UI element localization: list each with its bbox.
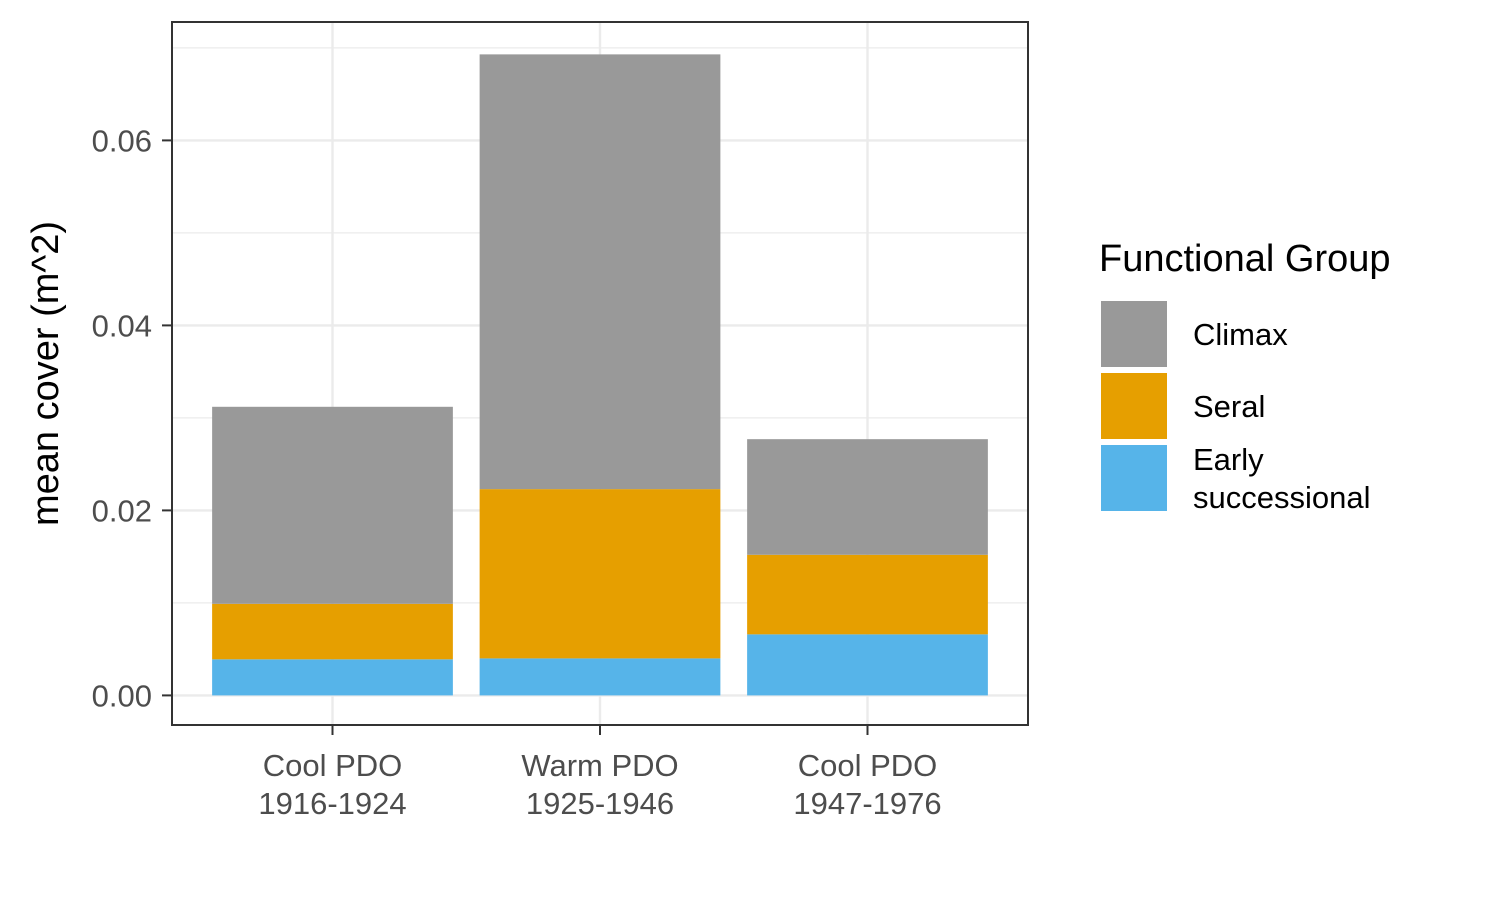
y-tick-label: 0.00 bbox=[92, 678, 152, 713]
x-tick-label: Cool PDO 1947-1976 bbox=[793, 748, 941, 821]
bars bbox=[212, 54, 988, 696]
legend-label: Climax bbox=[1193, 317, 1288, 352]
legend-key-climax bbox=[1101, 301, 1167, 367]
y-tick-label: 0.04 bbox=[92, 308, 152, 343]
y-axis-title: mean cover (m^2) bbox=[25, 221, 67, 526]
y-axis: 0.00 0.02 0.04 0.06 bbox=[92, 123, 172, 713]
x-tick-label: Cool PDO 1916-1924 bbox=[258, 748, 406, 821]
bar-seral bbox=[747, 554, 988, 635]
y-tick-label: 0.06 bbox=[92, 123, 152, 158]
legend-key-seral bbox=[1101, 373, 1167, 439]
bar-climax bbox=[479, 54, 721, 490]
legend-key-early-successional bbox=[1101, 445, 1167, 511]
legend-title: Functional Group bbox=[1099, 238, 1391, 280]
bar-early-successional bbox=[479, 658, 721, 696]
bar-climax bbox=[212, 406, 453, 604]
bar-seral bbox=[479, 489, 721, 659]
legend: Functional Group Climax Seral Early success… bbox=[1099, 238, 1391, 515]
x-axis: Cool PDO 1916-1924 Warm PDO 1925-1946 Cool P… bbox=[258, 725, 942, 821]
y-tick-label: 0.02 bbox=[92, 493, 152, 528]
bar-climax bbox=[747, 439, 988, 555]
bar-early-successional bbox=[212, 659, 453, 696]
bar-early-successional bbox=[747, 634, 988, 696]
x-tick-label: Warm PDO 1925-1946 bbox=[521, 748, 678, 821]
legend-label: Early successional bbox=[1193, 442, 1370, 515]
legend-label: Seral bbox=[1193, 389, 1265, 424]
bar-seral bbox=[212, 603, 453, 660]
